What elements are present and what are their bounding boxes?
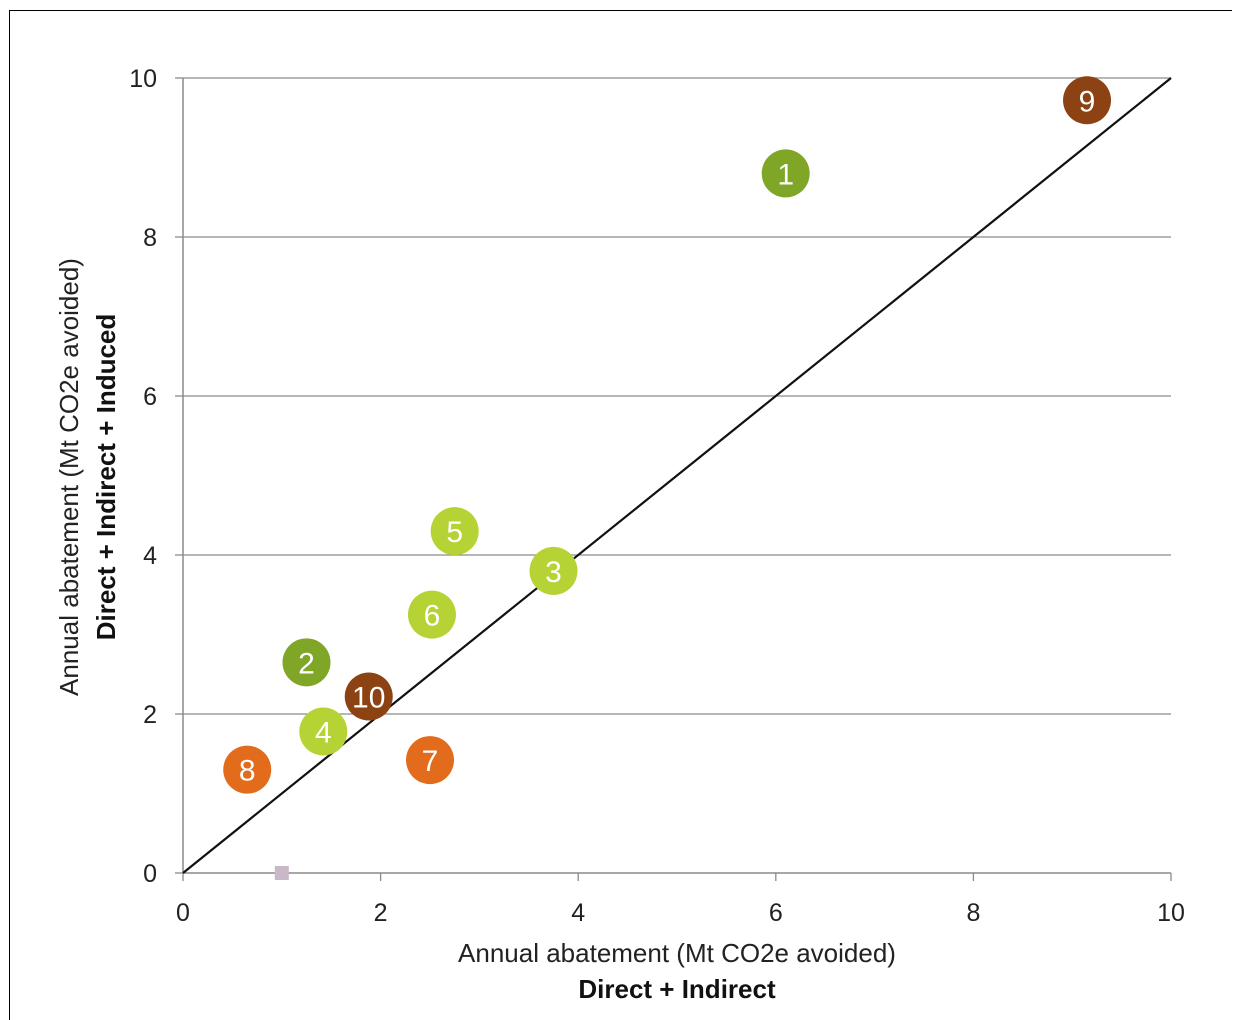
y-tick-label: 8 bbox=[143, 224, 157, 252]
point-label: 2 bbox=[298, 647, 315, 680]
data-points: 1 2 3 4 5 6 7 8 9 10 bbox=[223, 76, 1112, 794]
marker-group bbox=[274, 866, 289, 880]
point-circle bbox=[1063, 76, 1112, 125]
point-circle bbox=[282, 638, 331, 687]
point-circle bbox=[344, 672, 393, 721]
data-point-5: 5 bbox=[430, 507, 479, 556]
reference-line-group bbox=[182, 77, 1172, 874]
axes bbox=[175, 77, 1172, 881]
point-circle bbox=[430, 507, 479, 556]
data-point-8: 8 bbox=[223, 745, 272, 794]
y-axis-title: Annual abatement (Mt CO2e avoided) bbox=[54, 258, 84, 696]
point-circle bbox=[223, 745, 272, 794]
x-tick-labels: 0 2 4 6 8 10 bbox=[176, 899, 1185, 927]
y-tick-label: 2 bbox=[143, 701, 157, 729]
y-axis-subtitle: Direct + Indirect + Induced bbox=[91, 314, 121, 641]
data-point-3: 3 bbox=[529, 546, 578, 595]
reference-line bbox=[182, 77, 1172, 874]
data-point-4: 4 bbox=[299, 707, 348, 756]
x-tick-label: 0 bbox=[176, 899, 190, 927]
data-point-10: 10 bbox=[344, 672, 393, 721]
point-label: 3 bbox=[545, 556, 562, 589]
point-circle bbox=[406, 736, 454, 785]
y-tick-label: 0 bbox=[143, 860, 157, 888]
gridlines bbox=[183, 77, 1171, 715]
point-label: 6 bbox=[424, 600, 441, 633]
point-label: 8 bbox=[239, 755, 256, 788]
point-circle bbox=[529, 546, 578, 595]
y-tick-label: 10 bbox=[129, 65, 157, 93]
data-point-7: 7 bbox=[406, 736, 454, 785]
x-axis-title: Annual abatement (Mt CO2e avoided) bbox=[458, 938, 896, 968]
y-tick-label: 6 bbox=[143, 383, 157, 411]
point-circle bbox=[761, 149, 810, 198]
point-label: 5 bbox=[446, 516, 463, 549]
square-marker bbox=[274, 866, 289, 880]
point-label: 9 bbox=[1079, 85, 1096, 118]
data-point-6: 6 bbox=[407, 590, 456, 639]
x-tick-label: 6 bbox=[769, 899, 783, 927]
x-tick-label: 8 bbox=[966, 899, 980, 927]
point-circle bbox=[299, 707, 348, 756]
x-tick-label: 10 bbox=[1157, 899, 1185, 927]
data-point-1: 1 bbox=[761, 149, 810, 198]
y-tick-labels: 0 2 4 6 8 10 bbox=[129, 65, 157, 888]
chart-frame bbox=[9, 10, 1232, 1020]
x-tick-label: 2 bbox=[374, 899, 388, 927]
data-point-9: 9 bbox=[1063, 76, 1112, 125]
point-circle bbox=[407, 590, 456, 639]
point-label: 10 bbox=[352, 682, 385, 715]
point-label: 7 bbox=[422, 745, 439, 778]
y-tick-label: 4 bbox=[143, 542, 157, 570]
x-axis-subtitle: Direct + Indirect bbox=[578, 974, 776, 1004]
data-point-2: 2 bbox=[282, 638, 331, 687]
point-label: 1 bbox=[777, 158, 794, 191]
point-label: 4 bbox=[315, 716, 332, 749]
x-tick-label: 4 bbox=[571, 899, 585, 927]
